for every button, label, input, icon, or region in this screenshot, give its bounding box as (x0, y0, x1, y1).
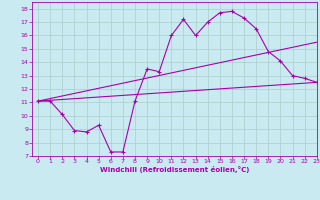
X-axis label: Windchill (Refroidissement éolien,°C): Windchill (Refroidissement éolien,°C) (100, 166, 249, 173)
